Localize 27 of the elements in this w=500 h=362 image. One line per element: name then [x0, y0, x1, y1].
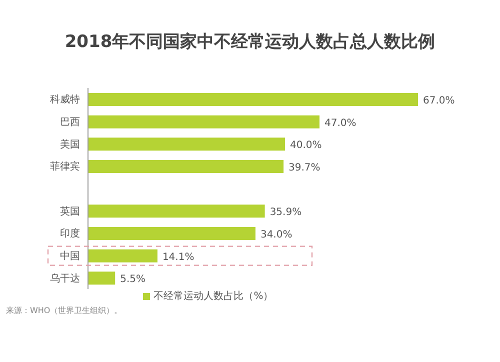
data-label: 5.5%: [120, 274, 146, 286]
y-tick-label: 科威特: [50, 94, 80, 106]
bar: [88, 204, 265, 218]
y-tick-label: 菲律宾: [50, 160, 80, 173]
legend-label: 不经常运动人数占比（%）: [154, 291, 274, 302]
data-label: 14.1%: [162, 252, 194, 263]
source-note: 来源：WHO（世界卫生组织）。: [6, 305, 122, 316]
y-tick-label: 美国: [60, 138, 80, 150]
data-label: 39.7%: [288, 162, 320, 174]
bar: [88, 249, 158, 262]
y-tick-label: 英国: [60, 205, 80, 218]
chart-title: 2018年不同国家中不经常运动人数占总人数比例: [64, 31, 436, 53]
y-tick-label: 印度: [60, 228, 80, 240]
bar: [88, 115, 320, 128]
data-label: 40.0%: [290, 140, 322, 152]
bar: [88, 272, 116, 285]
y-tick-label: 乌干达: [50, 272, 80, 284]
bar: [88, 93, 418, 106]
data-label: 35.9%: [270, 207, 302, 218]
y-tick-label: 中国: [60, 250, 80, 262]
data-label: 34.0%: [260, 230, 292, 240]
y-tick-label: 巴西: [60, 117, 80, 128]
bar: [88, 227, 256, 240]
data-label: 67.0%: [423, 96, 455, 106]
bar: [88, 160, 284, 173]
bar: [88, 138, 286, 151]
data-label: 47.0%: [324, 118, 356, 129]
